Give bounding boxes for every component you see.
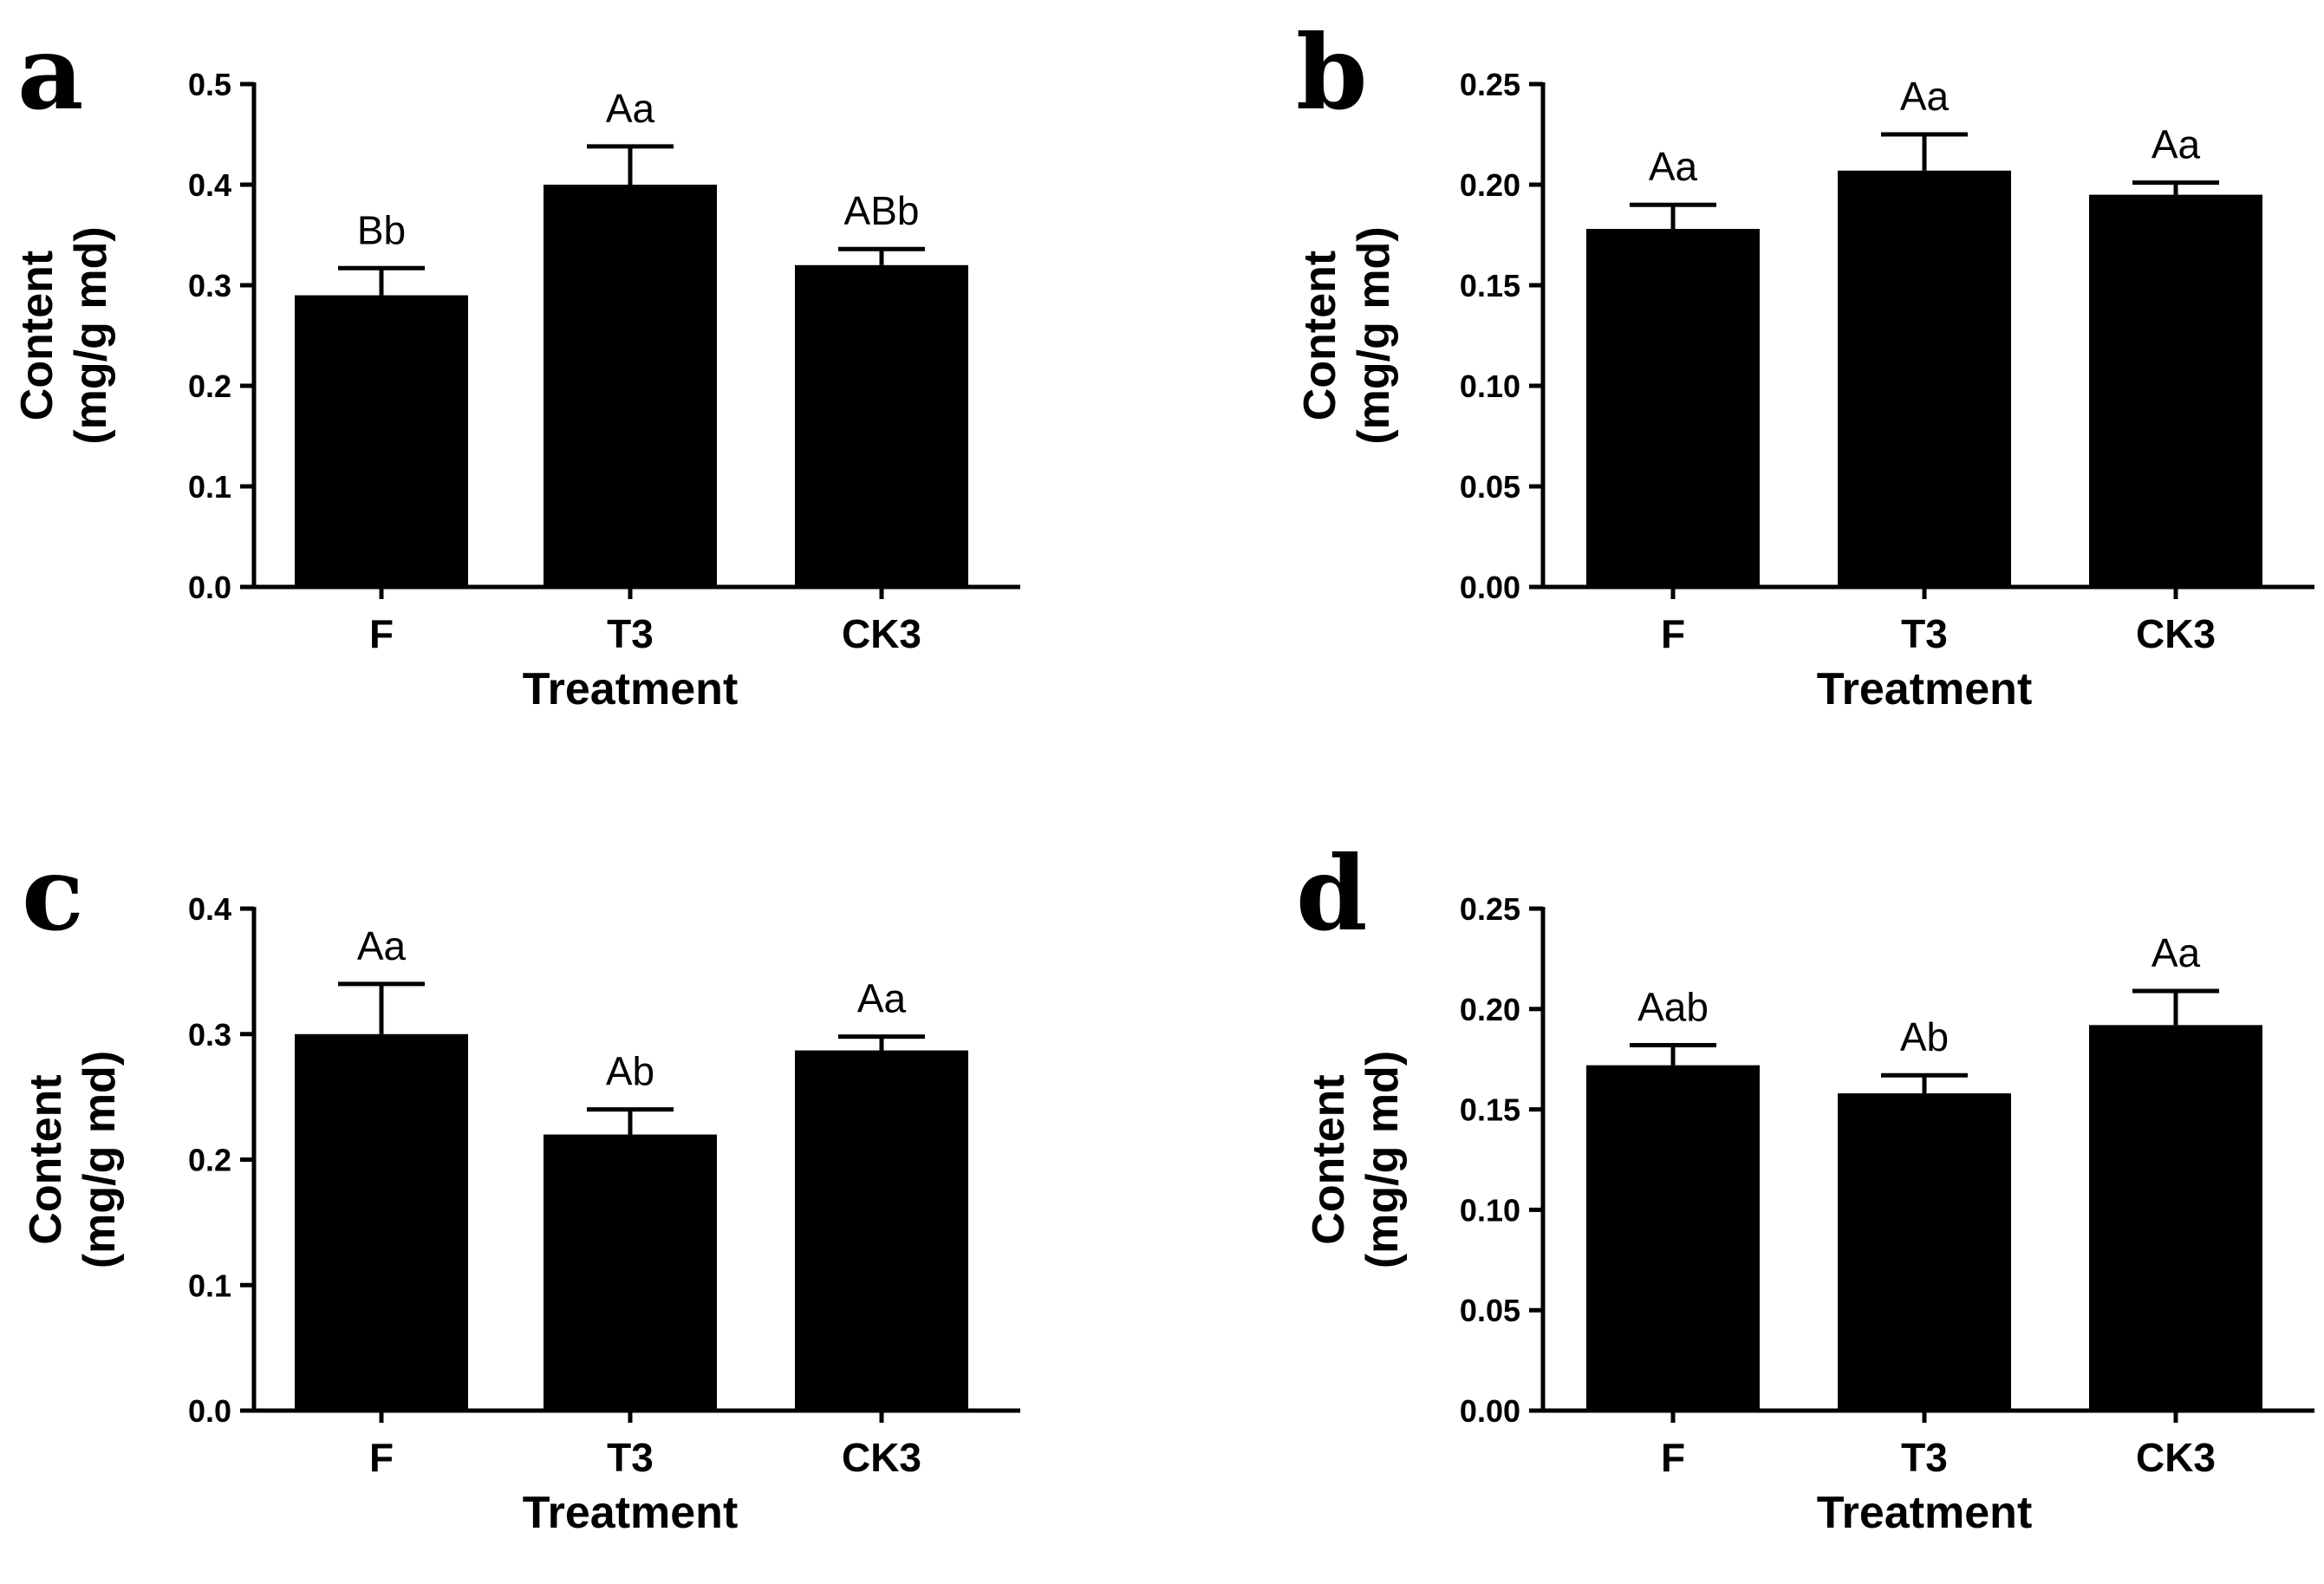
y-tick-label: 0.0 <box>188 570 231 605</box>
chart-panel-a: a 0.0 0.1 0.2 0.3 0.4 0.5 Bb F Aa T3 ABb CK3 Treatmen… <box>12 12 1020 714</box>
panel-letter: d <box>1296 833 1368 954</box>
bar-T3 <box>544 1134 717 1411</box>
bar-CK3 <box>795 264 968 587</box>
significance-label: Ab <box>606 1049 654 1094</box>
y-tick-label: 0.10 <box>1460 368 1520 404</box>
y-tick-label: 0.20 <box>1460 167 1520 203</box>
significance-label: Ab <box>1900 1014 1949 1059</box>
bar-F <box>1586 229 1760 587</box>
bar-CK3 <box>2089 1025 2262 1411</box>
x-axis-title: Treatment <box>1817 664 2033 714</box>
y-tick-label: 0.00 <box>1460 1393 1520 1429</box>
x-tick-label: F <box>369 1435 394 1480</box>
significance-label: Aa <box>357 923 407 968</box>
significance-label: Aab <box>1637 984 1709 1029</box>
y-axis-title-line1: Content <box>1295 251 1345 420</box>
significance-label: ABb <box>844 188 920 233</box>
y-tick-label: 0.2 <box>188 368 231 404</box>
y-tick-label: 0.1 <box>188 1268 231 1303</box>
panel-letter: b <box>1296 12 1368 133</box>
x-tick-label: F <box>1661 611 1685 656</box>
x-tick-label: F <box>369 611 394 656</box>
y-tick-label: 0.3 <box>188 1017 231 1053</box>
x-tick-label: T3 <box>1901 1435 1948 1480</box>
significance-label: Bb <box>357 207 406 252</box>
bar-F <box>295 295 468 587</box>
y-tick-label: 0.25 <box>1460 891 1520 927</box>
y-tick-label: 0.05 <box>1460 1293 1520 1328</box>
y-tick-label: 0.25 <box>1460 67 1520 102</box>
x-tick-label: CK3 <box>2136 1435 2216 1480</box>
x-tick-label: T3 <box>607 1435 654 1480</box>
panel-letter: a <box>17 12 83 133</box>
y-tick-label: 0.15 <box>1460 268 1520 303</box>
x-tick-label: CK3 <box>842 611 921 656</box>
x-axis-title: Treatment <box>523 1488 739 1538</box>
significance-label: Aa <box>1649 144 1698 189</box>
x-tick-label: F <box>1661 1435 1685 1480</box>
y-tick-label: 0.4 <box>188 891 231 927</box>
y-tick-label: 0.10 <box>1460 1192 1520 1228</box>
y-tick-label: 0.3 <box>188 268 231 303</box>
x-axis-title: Treatment <box>1817 1488 2033 1538</box>
chart-panel-c: c 0.0 0.1 0.2 0.3 0.4 Aa F Ab T3 Aa CK3 Treatment Con… <box>21 833 1020 1538</box>
x-tick-label: T3 <box>607 611 654 656</box>
y-axis-title-line2: (mg/g md) <box>75 1051 125 1268</box>
y-tick-label: 0.4 <box>188 167 231 203</box>
x-axis-title: Treatment <box>523 664 739 714</box>
y-axis-title-line1: Content <box>1304 1074 1354 1244</box>
y-tick-label: 0.15 <box>1460 1092 1520 1128</box>
bar-T3 <box>1838 170 2011 587</box>
y-tick-label: 0.5 <box>188 67 231 102</box>
y-axis-title-line1: Content <box>21 1074 71 1244</box>
y-axis-title-line2: (mg/g md) <box>66 226 116 444</box>
y-tick-label: 0.00 <box>1460 570 1520 605</box>
y-tick-label: 0.2 <box>188 1143 231 1178</box>
y-tick-label: 0.05 <box>1460 469 1520 505</box>
bar-F <box>295 1033 468 1411</box>
bar-T3 <box>1838 1093 2011 1411</box>
chart-panel-b: b 0.00 0.05 0.10 0.15 0.20 0.25 Aa F Aa T3 Aa CK3 Tre… <box>1295 12 2314 714</box>
significance-label: Aa <box>2151 122 2201 167</box>
y-axis-title-line2: (mg/g md) <box>1357 1051 1408 1268</box>
y-axis-title-line2: (mg/g md) <box>1349 226 1399 444</box>
significance-label: Aa <box>2151 930 2201 975</box>
y-tick-label: 0.0 <box>188 1393 231 1429</box>
chart-panel-d: d 0.00 0.05 0.10 0.15 0.20 0.25 Aab F Ab T3 Aa CK3 Tr… <box>1296 833 2314 1538</box>
bar-CK3 <box>2089 194 2262 587</box>
y-axis-title-line1: Content <box>12 251 62 420</box>
y-tick-label: 0.20 <box>1460 992 1520 1027</box>
x-tick-label: CK3 <box>842 1435 921 1480</box>
significance-label: Aa <box>857 976 907 1021</box>
significance-label: Aa <box>606 86 655 131</box>
bar-T3 <box>544 185 717 587</box>
bar-F <box>1586 1065 1760 1411</box>
bar-CK3 <box>795 1050 968 1411</box>
x-tick-label: T3 <box>1901 611 1948 656</box>
significance-label: Aa <box>1900 74 1950 119</box>
x-tick-label: CK3 <box>2136 611 2216 656</box>
y-tick-label: 0.1 <box>188 469 231 505</box>
panel-letter: c <box>22 833 84 954</box>
